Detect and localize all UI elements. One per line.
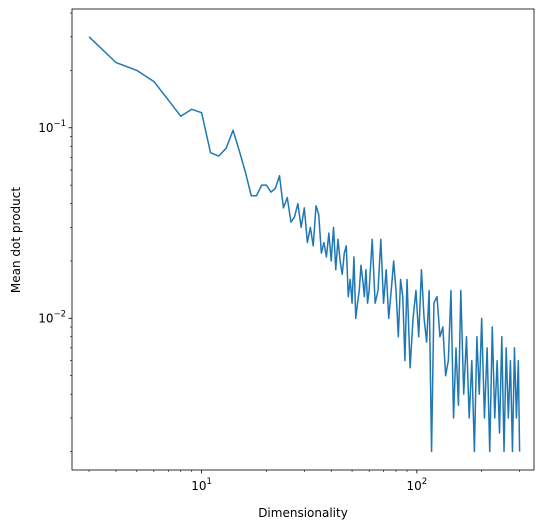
y-tick-label: 10−1: [38, 119, 66, 135]
x-axis-label: Dimensionality: [258, 506, 348, 520]
x-tick-label: 101: [191, 477, 212, 493]
series-layer: [88, 36, 521, 453]
x-tick-label: 102: [407, 477, 428, 493]
series-line-0: [88, 36, 521, 453]
y-tick-label: 10−2: [38, 309, 66, 325]
y-axis-label: Mean dot product: [9, 187, 23, 293]
major-ticks: 101 102 10−2 10−1: [38, 119, 427, 493]
plot-frame: [71, 8, 535, 471]
plot-area: [72, 9, 534, 470]
